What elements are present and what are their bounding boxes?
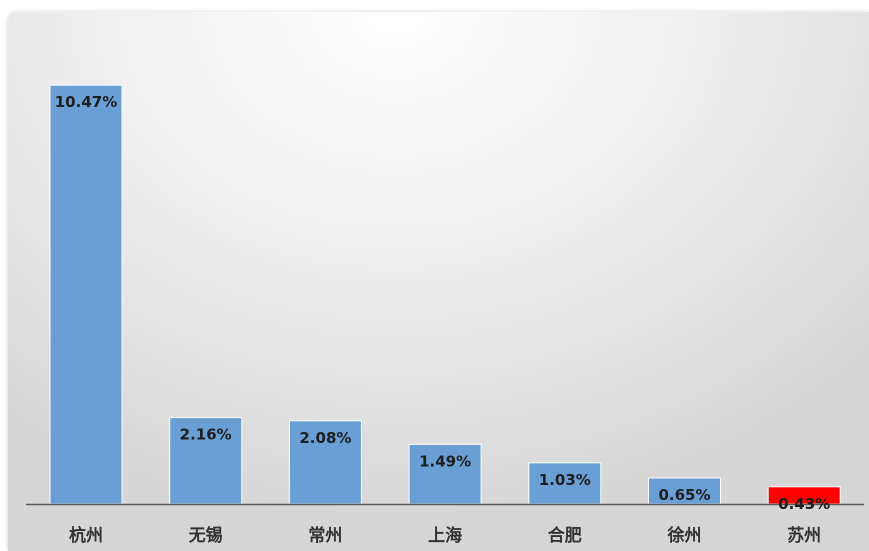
data-labels-group: 10.47% 2.16% 2.08% 1.49% 1.03% 0.65% 0.43%: [55, 93, 830, 513]
data-label-1: 10.47%: [55, 93, 117, 111]
data-label-7: 0.43%: [778, 495, 830, 513]
category-label-3: 常州: [308, 525, 342, 546]
bars-group: [49, 84, 841, 505]
category-label-5: 合肥: [548, 525, 582, 546]
data-label-6: 0.65%: [658, 486, 710, 504]
data-label-2: 2.16%: [180, 426, 232, 444]
category-label-7: 苏州: [787, 525, 821, 546]
data-label-4: 1.49%: [419, 452, 471, 470]
bar-2: [169, 417, 243, 505]
bar-4: [408, 443, 482, 505]
bar-3: [288, 420, 362, 505]
category-label-6: 徐州: [667, 525, 702, 546]
category-label-2: 无锡: [188, 525, 223, 546]
bar-1: [49, 84, 123, 505]
category-labels-group: 杭州 无锡 常州 上海 合肥 徐州 苏州: [69, 525, 821, 546]
category-label-1: 杭州: [69, 525, 103, 546]
data-label-3: 2.08%: [299, 429, 351, 447]
category-label-4: 上海: [428, 525, 462, 546]
data-label-5: 1.03%: [539, 471, 591, 489]
